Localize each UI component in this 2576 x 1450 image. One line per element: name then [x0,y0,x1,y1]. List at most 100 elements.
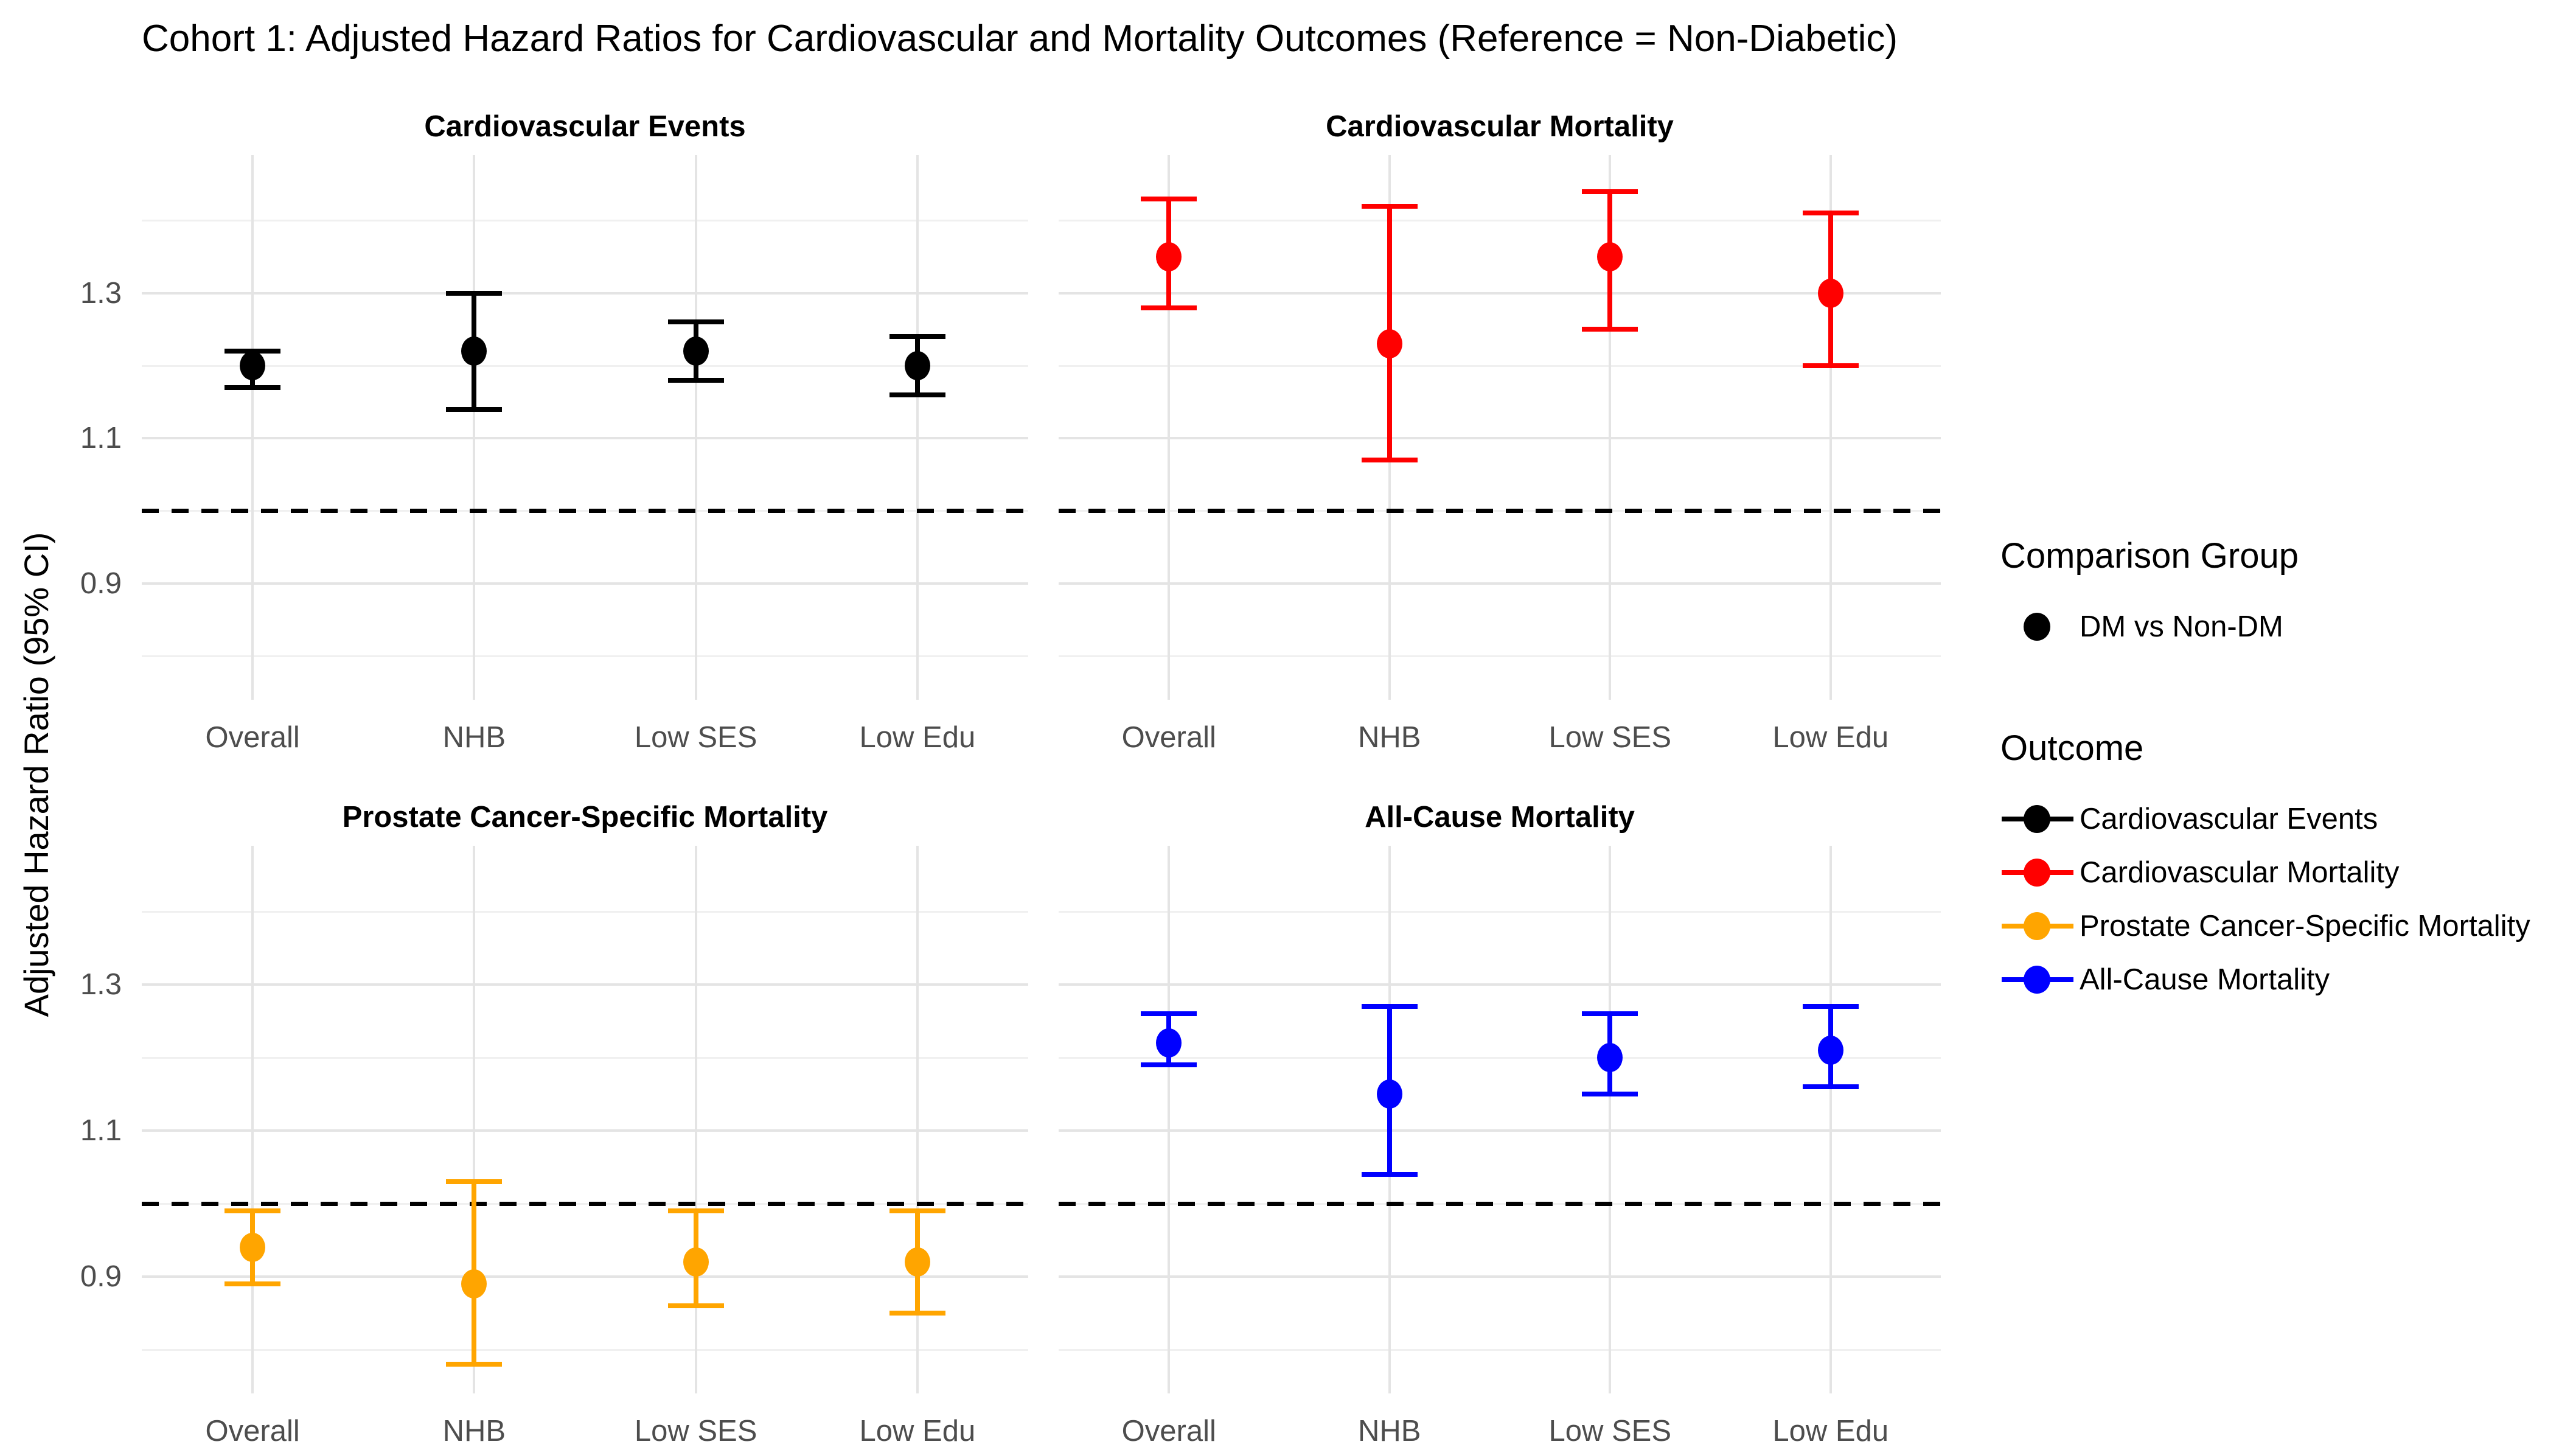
ci-lower-cap [1802,363,1859,369]
x-tick-label: Overall [205,721,300,754]
ci-lower-cap [1141,305,1197,310]
minor-gridline [1059,364,1941,367]
major-gridline [142,291,1028,295]
pointrange-key-icon [2000,953,2080,1006]
vertical-gridline [1829,846,1832,1393]
ci-upper-cap [889,334,945,340]
ci-upper-cap [667,1208,724,1213]
reference-line [1059,1201,1941,1206]
hazard-ratio-point [240,1233,266,1262]
vertical-gridline [1829,155,1832,700]
x-tick-label: Low Edu [859,721,976,754]
ci-upper-cap [889,1208,945,1213]
x-tick-label: Low SES [634,1415,757,1448]
x-tick-label: Overall [1121,1415,1216,1448]
ci-upper-cap [446,1179,503,1184]
major-gridline [142,1129,1028,1132]
major-gridline [1059,582,1941,585]
vertical-gridline [916,846,919,1393]
minor-gridline [1059,1348,1941,1351]
ci-lower-cap [225,1281,281,1286]
x-tick-label: NHB [1358,721,1421,754]
x-axis-labels: Overall NHB Low SES Low Edu [142,719,1028,756]
x-tick-label: Low SES [634,721,757,754]
hazard-ratio-point [1156,242,1182,272]
ci-lower-cap [1582,1092,1638,1096]
x-tick-label: Low Edu [859,1415,976,1448]
hazard-ratio-point [1376,1079,1402,1109]
vertical-gridline [1168,155,1171,700]
minor-gridline [142,1056,1028,1059]
legend-title-comparison-group: Comparison Group [2000,536,2299,576]
minor-gridline [142,655,1028,657]
major-gridline [1059,437,1941,440]
ci-upper-cap [1802,211,1859,216]
vertical-gridline [473,155,476,700]
ci-lower-cap [446,406,503,412]
major-gridline [1059,1129,1941,1132]
hazard-ratio-point [683,336,709,366]
facet-strip-title: All-Cause Mortality [1365,801,1635,834]
hazard-ratio-point [904,351,930,381]
legend-item-cardiovascular-events: Cardiovascular Events [2000,792,2576,846]
ci-lower-cap [667,377,724,383]
hazard-ratio-point [1817,278,1843,308]
vertical-gridline [1168,846,1171,1393]
x-tick-label: Low SES [1548,721,1672,754]
vertical-gridline [694,155,697,700]
vertical-gridline [1609,155,1612,700]
ci-upper-cap [1361,1004,1418,1009]
facet-strip-title: Cardiovascular Mortality [1326,110,1674,143]
reference-line [1059,509,1941,514]
major-gridline [1059,983,1941,986]
hazard-ratio-point [1376,329,1402,359]
ci-upper-cap [1141,196,1197,201]
x-tick-label: NHB [442,1415,506,1448]
major-gridline [142,983,1028,986]
pointrange-key-icon [2000,899,2080,953]
x-axis-labels: Overall NHB Low SES Low Edu [1059,1413,1941,1449]
hazard-ratio-point [461,336,487,366]
vertical-gridline [251,155,254,700]
hazard-ratio-point [461,1269,487,1298]
minor-gridline [142,219,1028,221]
x-tick-label: Low SES [1548,1415,1672,1448]
pointrange-key-icon [2000,792,2080,846]
hazard-ratio-point [1597,242,1623,272]
minor-gridline [1059,910,1941,913]
minor-gridline [142,364,1028,367]
reference-line [142,509,1028,514]
legend-item-all-cause-mortality: All-Cause Mortality [2000,953,2576,1006]
ci-upper-cap [225,1208,281,1213]
facet-panel-prostate-cancer-specific-mortality: Prostate Cancer-Specific Mortality Overa… [142,801,1028,1448]
point-key-icon [2000,600,2080,654]
legend-item-label: DM vs Non-DM [2080,610,2283,643]
major-gridline [1059,1275,1941,1278]
major-gridline [142,437,1028,440]
x-tick-label: NHB [442,721,506,754]
ci-lower-cap [1582,327,1638,332]
vertical-gridline [251,846,254,1393]
facet-strip-title: Cardiovascular Events [424,110,746,143]
ci-upper-cap [1361,203,1418,209]
legend-title-outcome: Outcome [2000,728,2144,768]
minor-gridline [142,910,1028,913]
ci-lower-cap [1361,1172,1418,1177]
facet-panel-cardiovascular-mortality: Cardiovascular Mortality Overall NHB Low… [1059,110,1941,754]
x-tick-label: NHB [1358,1415,1421,1448]
x-tick-label: Low Edu [1772,721,1889,754]
hazard-ratio-point [1817,1036,1843,1065]
hazard-ratio-point [1597,1043,1623,1072]
vertical-gridline [473,846,476,1393]
y-tick-label: 1.1 [80,422,122,455]
x-tick-label: Overall [1121,721,1216,754]
facet-panel-all-cause-mortality: All-Cause Mortality Overall NHB Low SES … [1059,801,1941,1448]
vertical-gridline [694,846,697,1393]
minor-gridline [1059,1056,1941,1059]
y-tick-label: 1.3 [80,968,122,1001]
hazard-ratio-point [240,351,266,381]
ci-upper-cap [1582,1011,1638,1016]
ci-lower-cap [889,392,945,397]
ci-upper-cap [446,290,503,296]
